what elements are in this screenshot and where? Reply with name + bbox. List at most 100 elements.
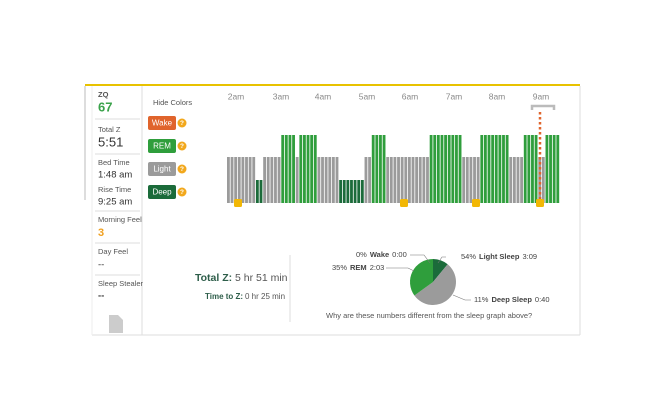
pie-slice bbox=[433, 259, 448, 282]
stage-bar bbox=[227, 157, 230, 203]
zq-value: 67 bbox=[98, 99, 112, 114]
stage-bar bbox=[306, 135, 310, 203]
stage-bar bbox=[516, 157, 520, 203]
stage-bar bbox=[483, 135, 487, 203]
awakening-marker bbox=[472, 199, 480, 207]
stage-bar bbox=[360, 180, 364, 203]
legend-button[interactable] bbox=[148, 139, 176, 153]
stage-bar bbox=[534, 135, 538, 203]
stage-bar bbox=[389, 157, 393, 203]
legend-button[interactable] bbox=[148, 162, 176, 176]
stage-bar bbox=[531, 135, 534, 203]
hide-colors[interactable]: Hide Colors bbox=[153, 98, 192, 107]
stage-bar bbox=[317, 157, 321, 203]
stage-bar bbox=[303, 135, 306, 203]
help-icon-glyph: ? bbox=[180, 189, 184, 196]
time-label: 9am bbox=[533, 91, 550, 101]
pie-label: 54% Light Sleep 3:09 bbox=[461, 252, 537, 261]
stage-bar bbox=[552, 135, 556, 203]
legend-label: Light bbox=[153, 165, 171, 174]
stage-bar bbox=[541, 157, 545, 203]
total-z-value: 5:51 bbox=[98, 134, 123, 149]
pie-note[interactable]: Why are these numbers different from the… bbox=[326, 311, 532, 320]
stage-bar bbox=[545, 135, 549, 203]
stage-bar bbox=[393, 157, 397, 203]
legend-button[interactable] bbox=[148, 185, 176, 199]
time-label: 7am bbox=[446, 91, 463, 101]
time-label: 2am bbox=[228, 91, 245, 101]
stage-bar bbox=[237, 157, 241, 203]
stage-bar bbox=[295, 157, 299, 203]
help-icon[interactable] bbox=[177, 164, 187, 174]
stage-bar bbox=[270, 157, 274, 203]
stage-bar bbox=[379, 135, 382, 203]
stage-bar bbox=[382, 135, 386, 203]
stage-bar bbox=[324, 157, 328, 203]
leader-line bbox=[437, 256, 446, 264]
stage-bar bbox=[274, 157, 277, 203]
stage-bar bbox=[248, 157, 252, 203]
legend-label: Wake bbox=[152, 119, 173, 128]
document-icon[interactable] bbox=[109, 315, 123, 333]
leader-line bbox=[410, 254, 431, 264]
legend-label: REM bbox=[153, 142, 171, 151]
pie-label: 0% Wake 0:00 bbox=[356, 250, 407, 259]
time-axis: 2am 3am 4am 5am 6am 7am 8am 9am bbox=[228, 91, 550, 101]
help-icon-glyph: ? bbox=[180, 166, 184, 173]
day-feel-label: Day Feel bbox=[98, 247, 128, 256]
stage-bar bbox=[288, 135, 292, 203]
stage-bar bbox=[418, 157, 422, 203]
time-bracket bbox=[530, 104, 556, 110]
stage-bar bbox=[281, 135, 285, 203]
stage-bar bbox=[252, 157, 256, 203]
stage-bar bbox=[255, 180, 259, 203]
stage-bar bbox=[407, 157, 411, 203]
help-icon-glyph: ? bbox=[180, 120, 184, 127]
stage-bar bbox=[259, 180, 263, 203]
help-icon[interactable] bbox=[177, 187, 187, 197]
slice-percent: 54% bbox=[461, 252, 476, 261]
stage-bar bbox=[505, 135, 509, 203]
slice-name: REM bbox=[350, 263, 367, 272]
stage-bar bbox=[364, 157, 368, 203]
stage-bar bbox=[520, 157, 524, 203]
zq-label: ZQ bbox=[98, 90, 109, 99]
stage-bar bbox=[523, 135, 527, 203]
time-label: 5am bbox=[359, 91, 376, 101]
stage-bar bbox=[444, 135, 447, 203]
sleep-stealer-label: Sleep Stealer bbox=[98, 279, 144, 288]
stage-bar bbox=[371, 135, 375, 203]
legend-button[interactable] bbox=[148, 116, 176, 130]
help-icon[interactable] bbox=[177, 141, 187, 151]
stage-bar bbox=[498, 135, 502, 203]
help-icon[interactable] bbox=[177, 118, 187, 128]
rise-time-value: 9:25 am bbox=[98, 197, 132, 208]
stage-bar bbox=[491, 135, 495, 203]
slice-name: Deep Sleep bbox=[491, 295, 532, 304]
bed-time-value: 1:48 am bbox=[98, 170, 132, 181]
stage-bar bbox=[234, 157, 238, 203]
stage-bar bbox=[480, 135, 484, 203]
stage-bar bbox=[241, 157, 245, 203]
stage-bar bbox=[339, 180, 343, 203]
stage-bar bbox=[451, 135, 455, 203]
slice-name: Light Sleep bbox=[479, 252, 520, 261]
stage-bar bbox=[465, 157, 469, 203]
total-z-label: Total Z bbox=[98, 125, 121, 134]
day-feel-value: -- bbox=[98, 260, 104, 271]
bed-time-label: Bed Time bbox=[98, 158, 130, 167]
stage-bar bbox=[313, 135, 317, 203]
stage-bar bbox=[404, 157, 408, 203]
awakening-markers bbox=[234, 199, 544, 207]
morning-feel-value: 3 bbox=[98, 227, 104, 239]
stage-bar bbox=[549, 135, 552, 203]
time-label: 8am bbox=[489, 91, 506, 101]
stage-bar bbox=[350, 180, 353, 203]
pie-slice bbox=[414, 264, 456, 305]
stage-bar bbox=[277, 157, 281, 203]
stage-bar bbox=[476, 157, 480, 203]
stage-bar bbox=[299, 135, 303, 203]
slice-time: 0:40 bbox=[535, 295, 550, 304]
stage-bar bbox=[469, 157, 473, 203]
slice-percent: 11% bbox=[474, 295, 489, 304]
